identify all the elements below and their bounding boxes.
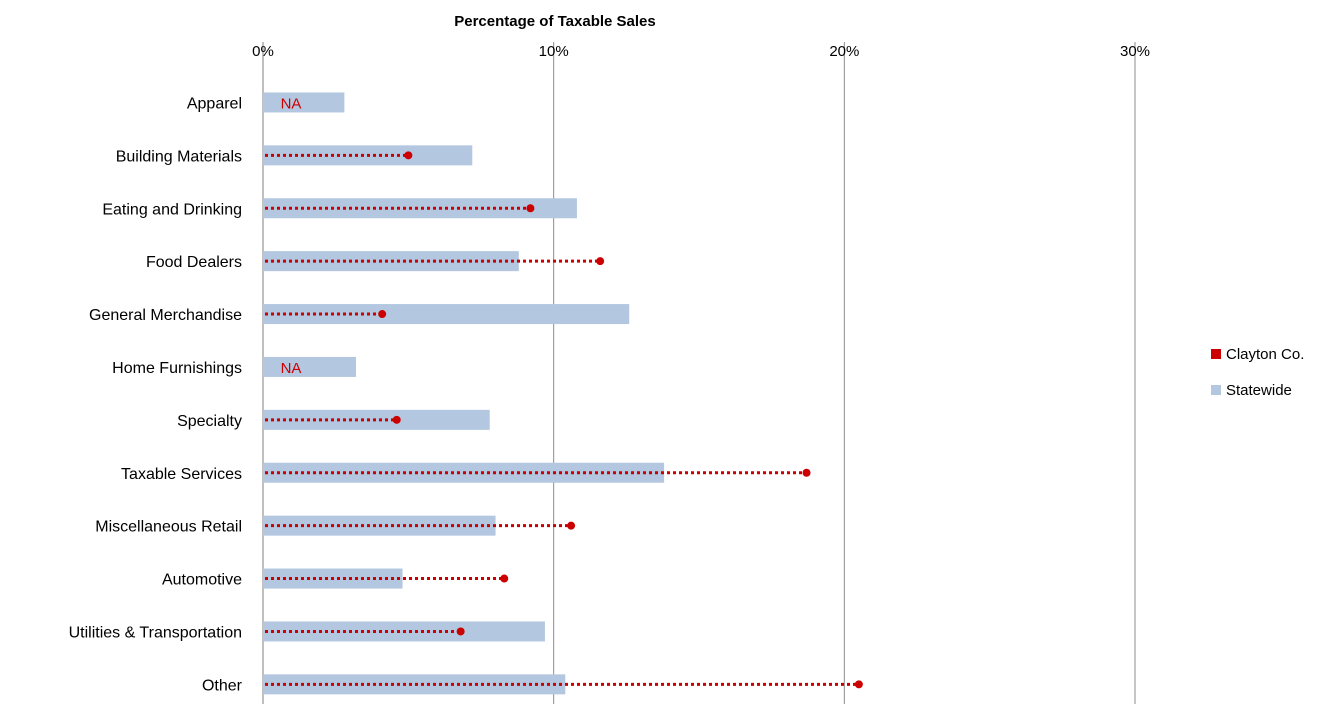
statewide-bar (263, 251, 519, 272)
category-label: Food Dealers (146, 254, 242, 271)
legend-label: Statewide (1226, 382, 1292, 399)
category-label: Automotive (162, 572, 242, 589)
clayton-point (500, 574, 509, 583)
na-label: NA (281, 95, 302, 112)
category-label: Home Furnishings (112, 360, 242, 377)
statewide-bar (263, 304, 630, 325)
clayton-point (802, 468, 811, 477)
clayton-point (596, 257, 605, 266)
x-tick-label: 30% (1120, 43, 1150, 60)
statewide-bar (263, 198, 577, 219)
category-label: Eating and Drinking (102, 201, 242, 218)
statewide-bar (263, 674, 566, 695)
gridlines (262, 42, 1136, 704)
clayton-point (526, 204, 535, 213)
clayton-point (378, 310, 387, 319)
statewide-bar (263, 356, 357, 377)
category-label: Utilities & Transportation (69, 624, 242, 641)
statewide-bars (263, 92, 665, 695)
legend-label: Clayton Co. (1226, 346, 1304, 363)
category-label: Taxable Services (121, 466, 242, 483)
chart-title: Percentage of Taxable Sales (454, 13, 655, 30)
category-label: General Merchandise (89, 307, 242, 324)
clayton-lines: NA NA (265, 95, 863, 689)
clayton-point (854, 680, 863, 689)
clayton-point (567, 521, 576, 530)
category-labels: Apparel Building Materials Eating and Drin… (69, 95, 243, 694)
statewide-bar (263, 92, 345, 113)
clayton-point (392, 415, 401, 424)
x-tick-label: 20% (829, 43, 859, 60)
legend-swatch (1211, 349, 1221, 359)
na-label: NA (281, 360, 302, 377)
clayton-point (404, 151, 413, 160)
category-label: Miscellaneous Retail (95, 519, 242, 536)
category-label: Specialty (177, 413, 242, 430)
x-tick-label: 10% (539, 43, 569, 60)
legend-swatch (1211, 385, 1221, 395)
x-tick-label: 0% (252, 43, 274, 60)
category-label: Other (202, 677, 243, 694)
statewide-bar (263, 409, 490, 430)
x-tick-labels: 0% 10% 20% 30% (252, 43, 1150, 60)
clayton-point (456, 627, 465, 636)
legend: Clayton Co. Statewide (1211, 346, 1304, 399)
category-label: Apparel (187, 95, 242, 112)
category-label: Building Materials (116, 148, 242, 165)
